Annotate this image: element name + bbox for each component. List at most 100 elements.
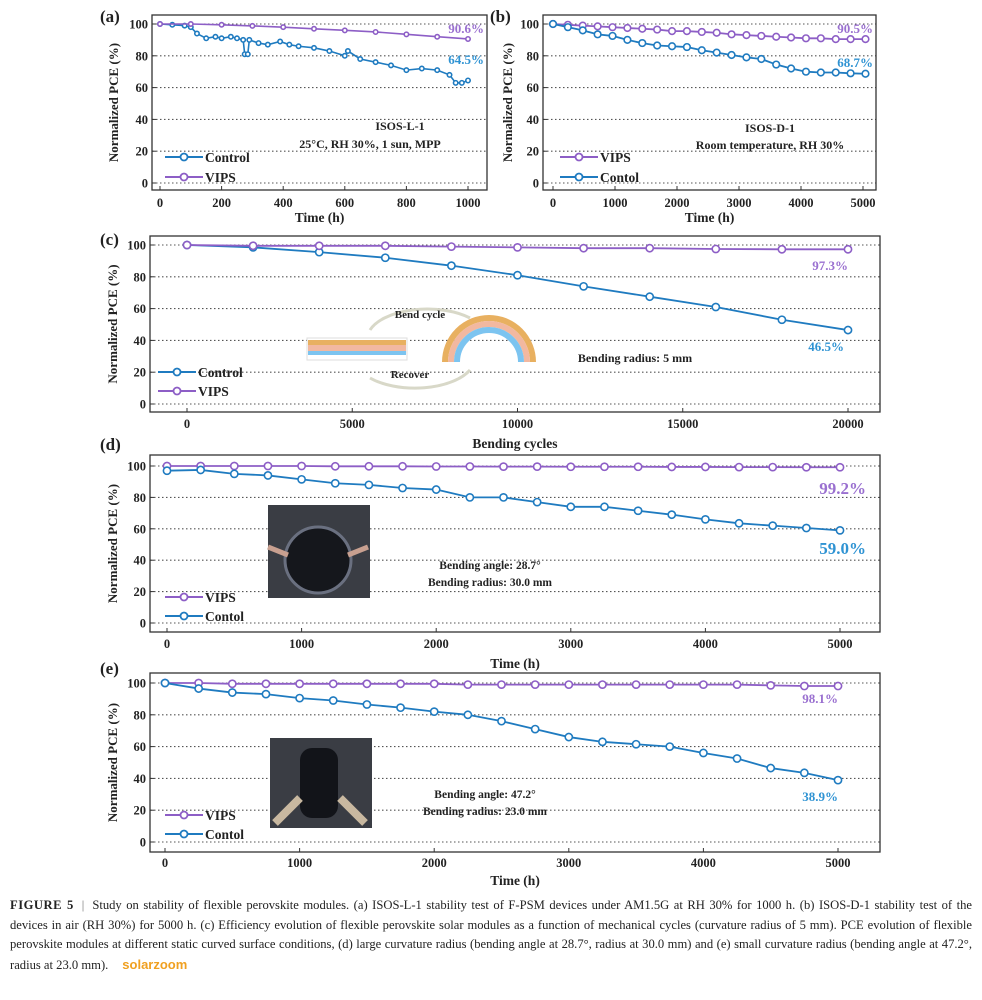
data-point xyxy=(229,461,239,471)
annotation: 68.7% xyxy=(837,55,873,70)
x-axis-label: Time (h) xyxy=(295,210,345,225)
y-axis-label: Normalized PCE (%) xyxy=(105,703,120,822)
data-point xyxy=(530,680,540,689)
data-point xyxy=(261,689,271,699)
data-point xyxy=(513,270,522,280)
legend-marker xyxy=(172,386,182,396)
x-tick-label: 5000 xyxy=(340,417,365,431)
legend-label: Contol xyxy=(205,827,244,842)
recover-arrow-icon xyxy=(369,368,472,390)
data-point xyxy=(633,462,643,472)
legend-marker xyxy=(179,592,189,602)
data-point xyxy=(861,35,870,44)
y-tick-label: 80 xyxy=(134,708,147,722)
panel-label: (a) xyxy=(100,7,120,26)
data-point xyxy=(734,462,744,472)
data-point xyxy=(697,27,706,37)
data-point xyxy=(701,514,710,524)
data-point xyxy=(579,281,588,291)
x-axis-label: Bending cycles xyxy=(472,436,557,451)
data-point xyxy=(801,462,811,472)
data-point xyxy=(380,241,390,251)
y-tick-label: 20 xyxy=(134,366,147,380)
data-point xyxy=(330,461,340,471)
data-point xyxy=(631,739,641,749)
x-tick-label: 0 xyxy=(157,196,163,210)
data-point xyxy=(431,462,441,471)
data-point xyxy=(248,241,258,251)
y-tick-label: 40 xyxy=(527,113,540,127)
data-point xyxy=(682,27,692,36)
annotation: 25°C, RH 30%, 1 sun, MPP xyxy=(299,137,440,151)
legend-label: Contol xyxy=(205,609,244,624)
data-point xyxy=(757,31,766,41)
annotation: Bending radius: 5 mm xyxy=(578,351,692,365)
data-point xyxy=(712,28,721,37)
x-tick-label: 2000 xyxy=(422,856,447,870)
data-point xyxy=(277,38,284,45)
data-point xyxy=(212,33,219,40)
legend-marker xyxy=(179,810,189,820)
data-point xyxy=(772,60,781,69)
x-tick-label: 5000 xyxy=(826,856,851,870)
x-tick-label: 15000 xyxy=(667,417,698,431)
annotation: 99.2% xyxy=(819,479,866,498)
data-point xyxy=(598,680,607,689)
legend-marker xyxy=(574,172,584,182)
x-tick-label: 400 xyxy=(274,196,293,210)
annotation: ISOS-L-1 xyxy=(375,119,424,133)
data-point xyxy=(682,42,692,52)
y-tick-label: 60 xyxy=(527,81,540,95)
legend-label: VIPS xyxy=(205,808,236,823)
data-point xyxy=(816,68,825,77)
data-point xyxy=(314,241,324,251)
data-point xyxy=(777,315,787,325)
flat-layer-top xyxy=(308,340,406,345)
annotation: 98.1% xyxy=(802,691,838,706)
data-point xyxy=(766,763,776,773)
data-point xyxy=(463,710,473,720)
bent-layer-mid xyxy=(448,321,530,363)
data-point xyxy=(667,462,677,472)
legend-label: VIPS xyxy=(205,590,236,605)
data-point xyxy=(799,768,809,778)
annotation: 59.0% xyxy=(819,539,866,558)
data-point xyxy=(816,34,825,43)
data-point xyxy=(465,492,475,502)
data-point xyxy=(786,33,796,42)
data-point xyxy=(387,62,394,69)
data-point xyxy=(801,67,811,76)
y-tick-label: 20 xyxy=(136,145,149,159)
data-point xyxy=(234,35,241,42)
data-point xyxy=(566,462,576,472)
data-point xyxy=(157,20,164,27)
data-point xyxy=(362,679,372,689)
plot-frame xyxy=(149,454,881,633)
y-tick-label: 80 xyxy=(136,49,149,63)
figure-caption: FIGURE 5 | Study on stability of flexible … xyxy=(10,896,972,975)
y-tick-label: 80 xyxy=(527,49,540,63)
y-tick-label: 60 xyxy=(134,302,147,316)
data-point xyxy=(218,35,225,42)
data-point xyxy=(203,35,210,42)
y-tick-label: 40 xyxy=(136,113,149,127)
y-tick-label: 20 xyxy=(134,804,147,818)
x-tick-label: 5000 xyxy=(828,637,853,651)
data-point xyxy=(328,679,338,689)
data-point xyxy=(734,518,744,528)
data-point xyxy=(372,28,379,35)
bent-layer-top xyxy=(442,315,536,363)
data-point xyxy=(665,680,675,689)
data-point xyxy=(831,68,840,77)
legend-label: VIPS xyxy=(600,150,631,165)
data-point xyxy=(799,681,809,691)
annotation: Bending radius: 30.0 mm xyxy=(428,577,552,589)
plot-frame xyxy=(149,235,881,413)
y-tick-label: 60 xyxy=(136,81,149,95)
data-point xyxy=(396,679,405,689)
data-point xyxy=(653,41,662,50)
data-point xyxy=(711,302,721,312)
data-point xyxy=(711,244,721,254)
